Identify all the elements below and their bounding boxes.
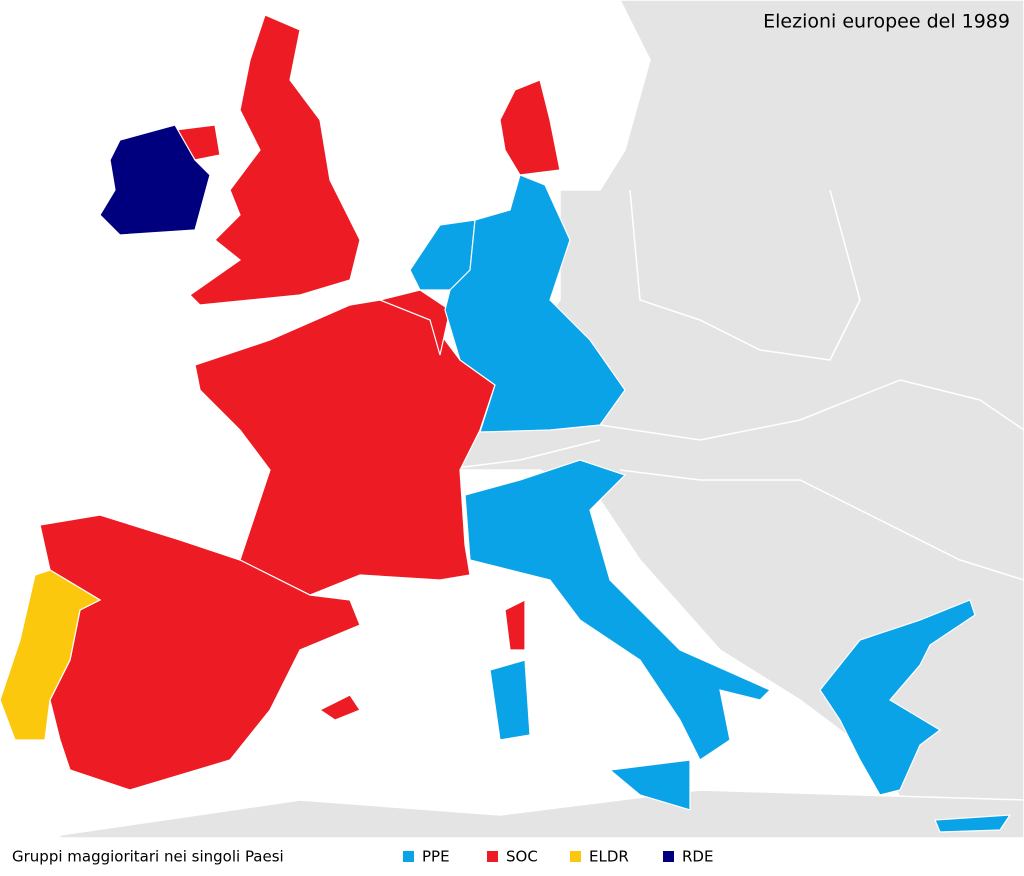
legend-bar (0, 838, 1024, 876)
country (378, 289, 451, 356)
legend-swatch (487, 851, 498, 862)
legend-label: ELDR (589, 848, 629, 866)
country (489, 659, 531, 741)
country (499, 79, 561, 176)
legend-label: PPE (422, 848, 450, 866)
country (819, 599, 976, 796)
land-other (59, 0, 1024, 839)
legend-caption: Gruppi maggioritari nei singoli Paesi (12, 848, 284, 866)
country (99, 124, 211, 236)
legend: PPE SOC ELDR RDE (403, 848, 713, 866)
country (464, 459, 772, 761)
country (318, 694, 361, 721)
legend-label: RDE (682, 848, 713, 866)
map-title: Elezioni europee del 1989 (763, 11, 1010, 33)
legend-label: SOC (506, 848, 538, 866)
legend-swatch (570, 851, 581, 862)
country (934, 814, 1012, 833)
country (504, 599, 526, 651)
border (619, 469, 1024, 581)
border (599, 379, 1024, 441)
country (608, 759, 691, 811)
border (439, 439, 601, 471)
border (629, 189, 861, 361)
legend-swatch (403, 851, 414, 862)
country (0, 569, 102, 741)
countries (0, 14, 1012, 833)
country (444, 174, 626, 433)
legend-swatch (663, 851, 674, 862)
country (189, 14, 361, 306)
